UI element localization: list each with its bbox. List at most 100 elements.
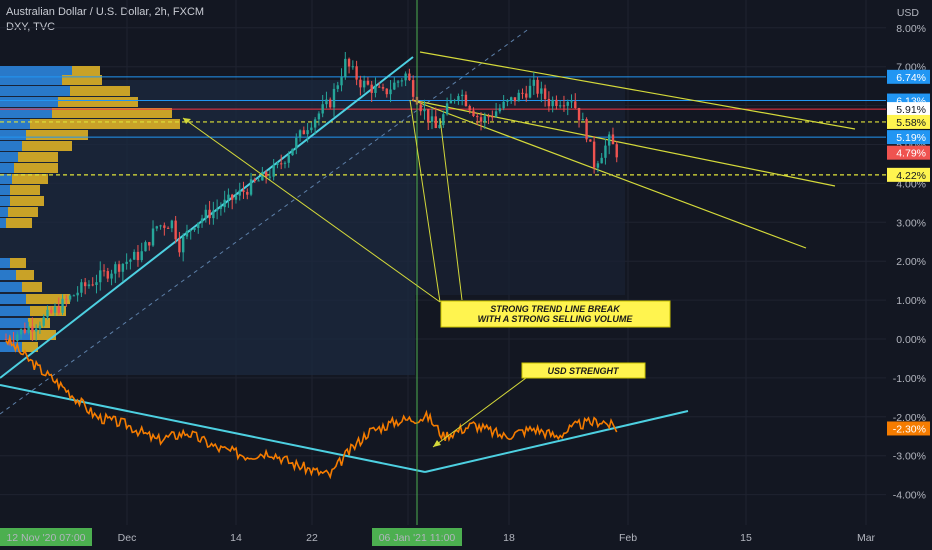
candle-body [513, 97, 517, 102]
candle-body [166, 227, 170, 229]
candle-body [494, 111, 498, 117]
legend-compare-series[interactable]: DXY, TVC [6, 21, 56, 33]
volume-profile-bar-up [0, 119, 30, 129]
candle-body [234, 195, 238, 200]
legend-main-series[interactable]: Australian Dollar / U.S. Dollar, 2h, FXC… [6, 6, 205, 18]
candle-body [38, 325, 42, 329]
candle-body [46, 309, 49, 318]
candle-body [212, 210, 215, 219]
candle-body [430, 116, 434, 122]
x-crosshair-tag [372, 528, 462, 546]
candle-body [185, 231, 189, 237]
volume-profile-bar-down [12, 174, 48, 184]
candle-body [295, 137, 298, 149]
price-level-tag [887, 421, 930, 436]
annotation-arrow-head [183, 118, 191, 124]
candle-body [140, 251, 143, 261]
volume-profile-bar-down [22, 342, 38, 352]
annotation-arrow-line [432, 377, 527, 448]
candle-body [208, 209, 211, 219]
candle-body [178, 239, 181, 253]
candle-body [253, 179, 257, 181]
candle-body [540, 88, 543, 94]
candle-body [159, 225, 162, 227]
volume-profile-bar-down [10, 196, 44, 206]
candle-body [53, 306, 57, 313]
candle-body [291, 148, 294, 156]
y-tick-label: -1.00% [893, 373, 926, 385]
candle-body [268, 176, 272, 178]
descending-resistance-line [419, 51, 856, 130]
volume-profile-bar-down [8, 207, 38, 217]
volume-profile-bar-up [0, 282, 22, 292]
highlight-zone-right [415, 80, 625, 295]
candle-body [404, 73, 407, 81]
candle-body [174, 220, 177, 240]
currency-label: USD [897, 7, 920, 19]
volume-profile-bar-down [18, 152, 58, 162]
candle-body [411, 80, 415, 97]
candle-body [181, 236, 185, 253]
candle-body [57, 306, 60, 313]
x-start-tag [0, 528, 92, 546]
candle-body [336, 85, 339, 89]
volume-profile-bar-up [0, 141, 22, 151]
candle-body [427, 109, 430, 122]
candle-body [581, 119, 585, 121]
volume-profile-bar-down [28, 318, 50, 328]
price-axis: USD8.00%7.00%6.00%5.00%4.00%3.00%2.00%1.… [886, 0, 932, 550]
candle-body [117, 264, 121, 272]
volume-profile-bar-down [26, 294, 70, 304]
volume-profile-bar-down [30, 330, 56, 340]
candle-body [65, 298, 68, 300]
volume-profile-bar-down [62, 75, 102, 85]
candle-body [329, 99, 332, 108]
candle-body [91, 284, 94, 286]
candle-body [332, 88, 336, 108]
candle-body [558, 105, 562, 107]
candle-body [68, 295, 72, 300]
candle-body [197, 222, 200, 228]
candle-body [476, 116, 479, 118]
volume-profile-bar-down [58, 97, 138, 107]
y-tick-label: 2.00% [896, 256, 926, 268]
candle-body [110, 273, 113, 279]
y-tick-label: 3.00% [896, 217, 926, 229]
candle-body [592, 141, 596, 168]
y-tick-label: -3.00% [893, 451, 926, 463]
dxy-support-line-right [424, 410, 689, 473]
candle-body [528, 85, 532, 98]
candle-body [378, 86, 381, 88]
candle-body [148, 242, 151, 246]
candle-body [600, 157, 603, 164]
candle-body [566, 101, 569, 106]
candle-body [155, 226, 158, 229]
annotation-arrow-line [409, 99, 441, 303]
candle-body [215, 208, 219, 211]
candle-body [298, 130, 302, 138]
volume-profile [0, 66, 180, 352]
candle-body [163, 225, 166, 228]
candle-body [87, 284, 91, 287]
candle-body [102, 270, 106, 272]
candle-body [543, 88, 547, 99]
candle-body [502, 101, 505, 109]
candle-body [238, 190, 241, 196]
volume-profile-bar-up [0, 218, 6, 228]
annotation-arrow-line [182, 117, 441, 303]
candle-body [608, 134, 611, 146]
candle-body [374, 86, 377, 93]
volume-profile-bar-up [0, 185, 10, 195]
annotation-arrows [182, 99, 527, 448]
candle-body [445, 103, 449, 115]
volume-profile-bar-down [10, 258, 26, 268]
annotation-arrow-line [439, 117, 463, 301]
volume-profile-bar-down [16, 270, 34, 280]
candle-body [223, 199, 226, 208]
candle-body [42, 317, 45, 326]
annotation-box [521, 362, 646, 379]
candle-body [385, 88, 388, 95]
candle-body [19, 329, 23, 335]
